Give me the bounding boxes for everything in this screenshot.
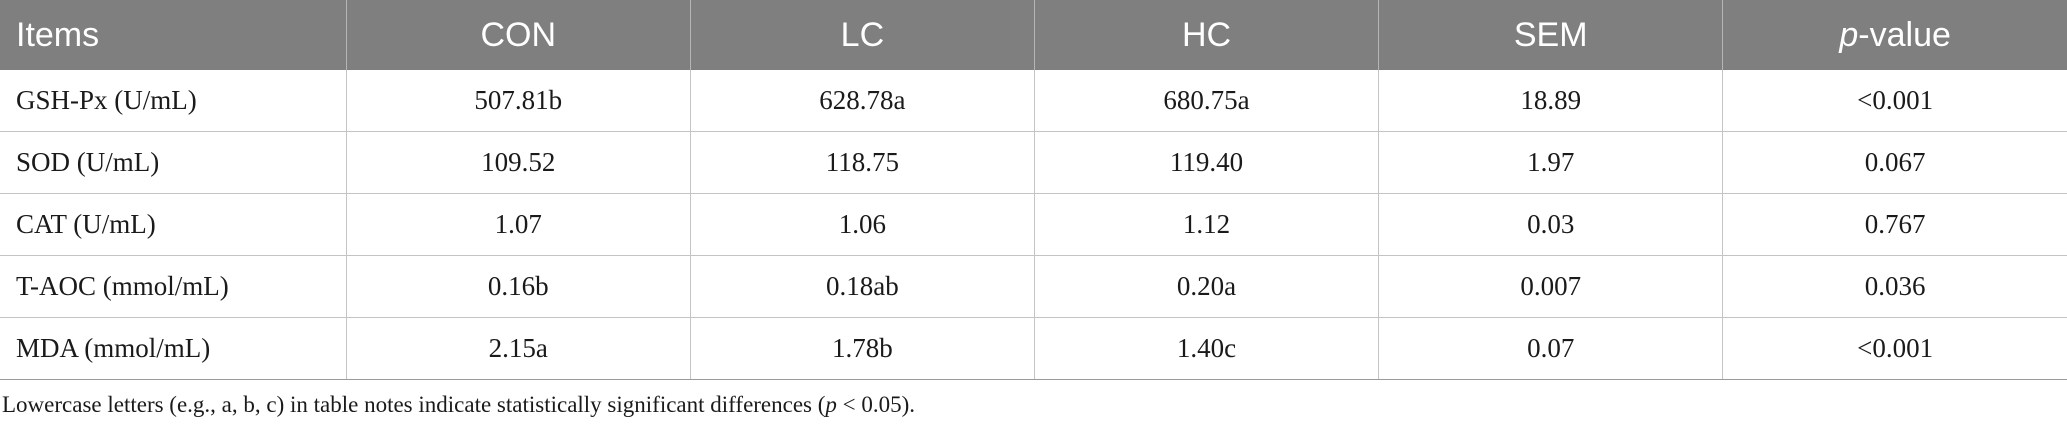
- header-value-suffix: -value: [1858, 15, 1951, 54]
- cell-item: CAT (U/mL): [0, 193, 347, 256]
- header-sem: SEM: [1378, 0, 1723, 70]
- footnote-text-after: < 0.05).: [836, 392, 916, 417]
- cell-p-value: <0.001: [1722, 317, 2067, 380]
- data-table-container: Items CON LC HC SEM p-value GSH-Px (U/mL…: [0, 0, 2067, 380]
- cell-lc: 1.06: [689, 193, 1035, 256]
- table-footnote: Lowercase letters (e.g., a, b, c) in tab…: [2, 392, 915, 418]
- cell-con: 507.81b: [345, 70, 691, 132]
- header-hc: HC: [1033, 0, 1379, 70]
- header-p-symbol: p: [1839, 15, 1859, 54]
- cell-sem: 0.007: [1378, 255, 1723, 318]
- cell-p-value: 0.067: [1722, 131, 2067, 194]
- table-row: GSH-Px (U/mL) 507.81b 628.78a 680.75a 18…: [0, 70, 2067, 132]
- cell-sem: 0.03: [1378, 193, 1723, 256]
- table-header: Items CON LC HC SEM p-value: [0, 0, 2067, 70]
- table-body: GSH-Px (U/mL) 507.81b 628.78a 680.75a 18…: [0, 70, 2067, 380]
- table-row: CAT (U/mL) 1.07 1.06 1.12 0.03 0.767: [0, 193, 2067, 256]
- table-row: MDA (mmol/mL) 2.15a 1.78b 1.40c 0.07 <0.…: [0, 317, 2067, 380]
- data-table: Items CON LC HC SEM p-value GSH-Px (U/mL…: [0, 0, 2067, 380]
- cell-hc: 680.75a: [1033, 70, 1379, 132]
- cell-sem: 1.97: [1378, 131, 1723, 194]
- cell-hc: 1.40c: [1033, 317, 1379, 380]
- cell-con: 0.16b: [345, 255, 691, 318]
- header-con: CON: [345, 0, 691, 70]
- footnote-text-before: Lowercase letters (e.g., a, b, c) in tab…: [2, 392, 826, 417]
- cell-lc: 1.78b: [689, 317, 1035, 380]
- cell-lc: 628.78a: [689, 70, 1035, 132]
- cell-lc: 118.75: [689, 131, 1035, 194]
- cell-item: GSH-Px (U/mL): [0, 70, 347, 132]
- cell-sem: 0.07: [1378, 317, 1723, 380]
- cell-hc: 0.20a: [1033, 255, 1379, 318]
- header-p-value: p-value: [1722, 0, 2067, 70]
- cell-con: 2.15a: [345, 317, 691, 380]
- cell-item: MDA (mmol/mL): [0, 317, 347, 380]
- cell-p-value: 0.036: [1722, 255, 2067, 318]
- cell-hc: 119.40: [1033, 131, 1379, 194]
- header-items: Items: [0, 0, 347, 70]
- cell-p-value: 0.767: [1722, 193, 2067, 256]
- cell-p-value: <0.001: [1722, 70, 2067, 132]
- cell-lc: 0.18ab: [689, 255, 1035, 318]
- table-row: T-AOC (mmol/mL) 0.16b 0.18ab 0.20a 0.007…: [0, 255, 2067, 318]
- cell-con: 1.07: [345, 193, 691, 256]
- table-row: SOD (U/mL) 109.52 118.75 119.40 1.97 0.0…: [0, 131, 2067, 194]
- cell-hc: 1.12: [1033, 193, 1379, 256]
- cell-con: 109.52: [345, 131, 691, 194]
- cell-item: SOD (U/mL): [0, 131, 347, 194]
- cell-item: T-AOC (mmol/mL): [0, 255, 347, 318]
- header-lc: LC: [689, 0, 1035, 70]
- header-row: Items CON LC HC SEM p-value: [0, 0, 2067, 70]
- cell-sem: 18.89: [1378, 70, 1723, 132]
- footnote-p-symbol: p: [825, 392, 837, 417]
